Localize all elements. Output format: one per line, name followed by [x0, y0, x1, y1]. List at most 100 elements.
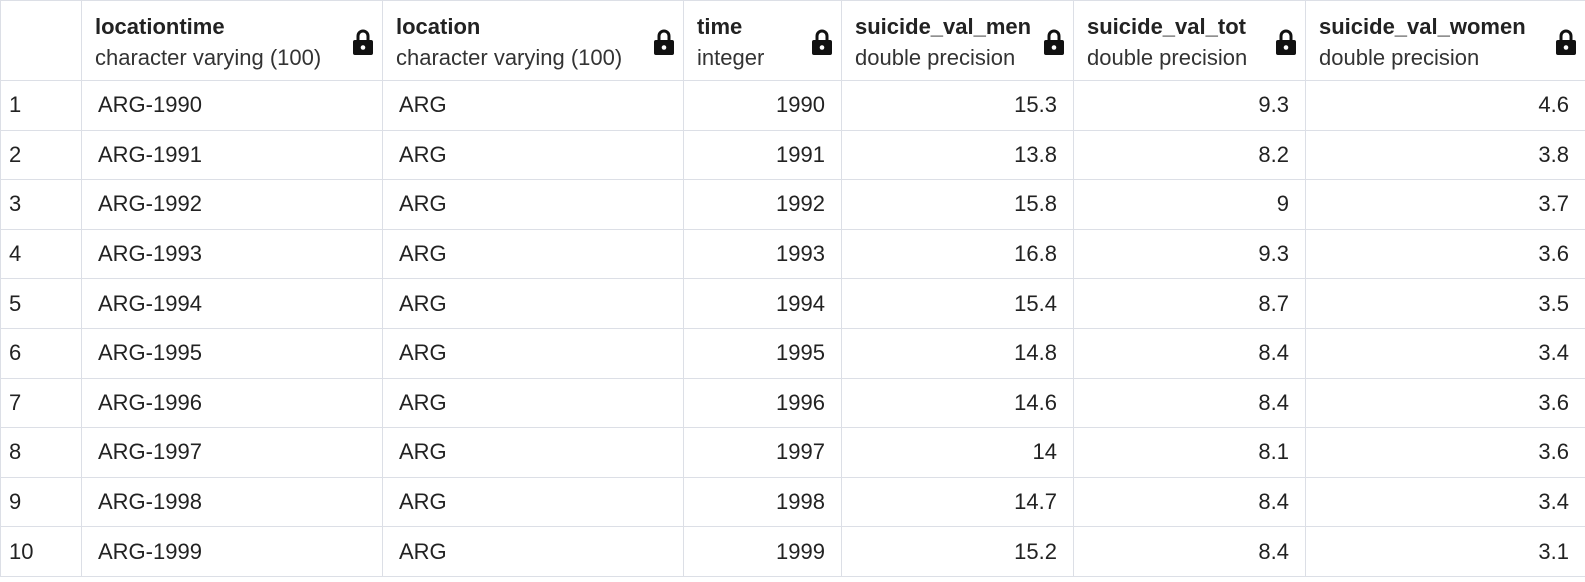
cell-locationtime[interactable]: ARG-1991: [81, 129, 383, 181]
cell-location[interactable]: ARG: [382, 427, 684, 478]
cell-location[interactable]: ARG: [382, 129, 684, 181]
cell-suicide-val-women[interactable]: 3.6: [1305, 377, 1585, 429]
cell-time[interactable]: 1997: [683, 427, 842, 478]
row-number[interactable]: 6: [0, 327, 82, 379]
cell-suicide-val-men[interactable]: 16.8: [841, 228, 1074, 280]
table-row[interactable]: 4 ARG-1993 ARG 1993 16.8 9.3 3.6: [0, 228, 1585, 280]
cell-time[interactable]: 1993: [683, 228, 842, 280]
cell-suicide-val-women[interactable]: 3.4: [1305, 327, 1585, 379]
row-number[interactable]: 3: [0, 179, 82, 230]
cell-location[interactable]: ARG: [382, 526, 684, 577]
cell-suicide-val-women[interactable]: 3.1: [1305, 526, 1585, 577]
table-row[interactable]: 9 ARG-1998 ARG 1998 14.7 8.4 3.4: [0, 476, 1585, 528]
column-header-locationtime[interactable]: locationtime character varying (100): [81, 0, 383, 81]
cell-suicide-val-men[interactable]: 15.3: [841, 80, 1074, 131]
cell-locationtime[interactable]: ARG-1992: [81, 179, 383, 230]
cell-suicide-val-women[interactable]: 3.4: [1305, 476, 1585, 528]
cell-time[interactable]: 1998: [683, 476, 842, 528]
cell-time[interactable]: 1990: [683, 80, 842, 131]
table-row[interactable]: 7 ARG-1996 ARG 1996 14.6 8.4 3.6: [0, 377, 1585, 429]
cell-locationtime[interactable]: ARG-1994: [81, 278, 383, 329]
cell-location[interactable]: ARG: [382, 476, 684, 528]
row-number[interactable]: 9: [0, 476, 82, 528]
cell-suicide-val-men[interactable]: 15.2: [841, 526, 1074, 577]
cell-suicide-val-women[interactable]: 3.8: [1305, 129, 1585, 181]
column-name: location: [396, 14, 481, 39]
cell-suicide-val-tot[interactable]: 8.4: [1073, 526, 1306, 577]
cell-suicide-val-tot[interactable]: 9.3: [1073, 80, 1306, 131]
cell-locationtime[interactable]: ARG-1997: [81, 427, 383, 478]
table-row[interactable]: 5 ARG-1994 ARG 1994 15.4 8.7 3.5: [0, 278, 1585, 329]
cell-suicide-val-men[interactable]: 14: [841, 427, 1074, 478]
column-type: integer: [697, 45, 765, 70]
cell-suicide-val-tot[interactable]: 8.2: [1073, 129, 1306, 181]
cell-locationtime[interactable]: ARG-1998: [81, 476, 383, 528]
cell-suicide-val-tot[interactable]: 9: [1073, 179, 1306, 230]
column-name: locationtime: [95, 14, 225, 39]
cell-location[interactable]: ARG: [382, 278, 684, 329]
table-row[interactable]: 1 ARG-1990 ARG 1990 15.3 9.3 4.6: [0, 80, 1585, 131]
cell-time[interactable]: 1991: [683, 129, 842, 181]
column-header-suicide-val-women[interactable]: suicide_val_women double precision: [1305, 0, 1585, 81]
cell-time[interactable]: 1992: [683, 179, 842, 230]
cell-time[interactable]: 1995: [683, 327, 842, 379]
cell-suicide-val-tot[interactable]: 8.4: [1073, 476, 1306, 528]
cell-suicide-val-women[interactable]: 4.6: [1305, 80, 1585, 131]
cell-suicide-val-men[interactable]: 15.8: [841, 179, 1074, 230]
column-header-time[interactable]: time integer: [683, 0, 842, 81]
cell-suicide-val-men[interactable]: 13.8: [841, 129, 1074, 181]
row-number[interactable]: 5: [0, 278, 82, 329]
row-number-header[interactable]: [0, 0, 82, 81]
column-header-location[interactable]: location character varying (100): [382, 0, 684, 81]
cell-location[interactable]: ARG: [382, 179, 684, 230]
cell-suicide-val-women[interactable]: 3.5: [1305, 278, 1585, 329]
grid-body: 1 ARG-1990 ARG 1990 15.3 9.3 4.6 2 ARG-1…: [0, 80, 1585, 577]
cell-suicide-val-tot[interactable]: 8.7: [1073, 278, 1306, 329]
grid-header: locationtime character varying (100) loc…: [0, 0, 1585, 81]
table-row[interactable]: 8 ARG-1997 ARG 1997 14 8.1 3.6: [0, 427, 1585, 478]
cell-time[interactable]: 1999: [683, 526, 842, 577]
lock-icon: [812, 29, 832, 55]
row-number[interactable]: 2: [0, 129, 82, 181]
cell-suicide-val-men[interactable]: 14.7: [841, 476, 1074, 528]
cell-locationtime[interactable]: ARG-1996: [81, 377, 383, 429]
cell-suicide-val-tot[interactable]: 8.4: [1073, 327, 1306, 379]
cell-locationtime[interactable]: ARG-1999: [81, 526, 383, 577]
column-name: time: [697, 14, 743, 39]
cell-suicide-val-tot[interactable]: 9.3: [1073, 228, 1306, 280]
cell-location[interactable]: ARG: [382, 80, 684, 131]
column-type: character varying (100): [396, 45, 623, 70]
cell-time[interactable]: 1996: [683, 377, 842, 429]
table-row[interactable]: 6 ARG-1995 ARG 1995 14.8 8.4 3.4: [0, 327, 1585, 379]
column-header-suicide-val-men[interactable]: suicide_val_men double precision: [841, 0, 1074, 81]
cell-location[interactable]: ARG: [382, 327, 684, 379]
table-row[interactable]: 10 ARG-1999 ARG 1999 15.2 8.4 3.1: [0, 526, 1585, 577]
column-name: suicide_val_women: [1319, 14, 1526, 39]
cell-suicide-val-tot[interactable]: 8.1: [1073, 427, 1306, 478]
cell-suicide-val-women[interactable]: 3.6: [1305, 427, 1585, 478]
cell-location[interactable]: ARG: [382, 377, 684, 429]
cell-locationtime[interactable]: ARG-1993: [81, 228, 383, 280]
cell-suicide-val-women[interactable]: 3.7: [1305, 179, 1585, 230]
row-number[interactable]: 4: [0, 228, 82, 280]
table-row[interactable]: 2 ARG-1991 ARG 1991 13.8 8.2 3.8: [0, 129, 1585, 181]
lock-icon: [654, 29, 674, 55]
cell-suicide-val-men[interactable]: 14.6: [841, 377, 1074, 429]
cell-time[interactable]: 1994: [683, 278, 842, 329]
cell-suicide-val-women[interactable]: 3.6: [1305, 228, 1585, 280]
row-number[interactable]: 10: [0, 526, 82, 577]
column-name: suicide_val_tot: [1087, 14, 1246, 39]
row-number[interactable]: 7: [0, 377, 82, 429]
row-number[interactable]: 8: [0, 427, 82, 478]
cell-suicide-val-tot[interactable]: 8.4: [1073, 377, 1306, 429]
cell-location[interactable]: ARG: [382, 228, 684, 280]
cell-locationtime[interactable]: ARG-1990: [81, 80, 383, 131]
row-number[interactable]: 1: [0, 80, 82, 131]
cell-suicide-val-men[interactable]: 14.8: [841, 327, 1074, 379]
cell-suicide-val-men[interactable]: 15.4: [841, 278, 1074, 329]
column-name: suicide_val_men: [855, 14, 1032, 39]
column-header-suicide-val-tot[interactable]: suicide_val_tot double precision: [1073, 0, 1306, 81]
cell-locationtime[interactable]: ARG-1995: [81, 327, 383, 379]
table-row[interactable]: 3 ARG-1992 ARG 1992 15.8 9 3.7: [0, 179, 1585, 230]
